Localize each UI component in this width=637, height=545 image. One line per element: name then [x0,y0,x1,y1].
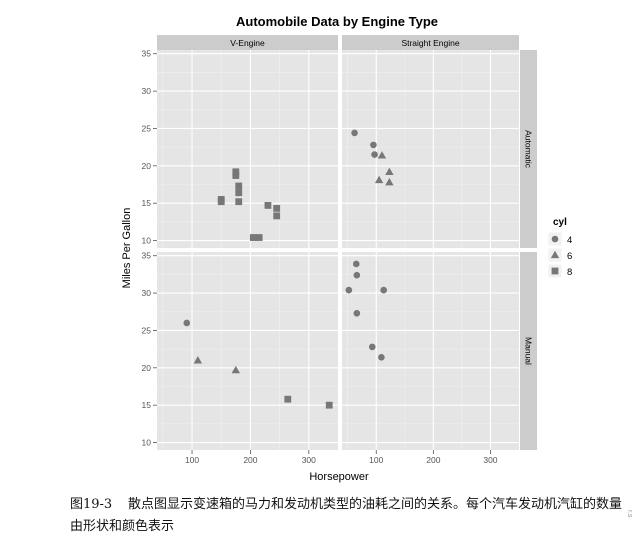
y-tick-label: 30 [142,86,152,96]
legend-label-8: 8 [567,267,572,278]
panel-straight-engine-manual [342,252,519,450]
strip-automatic [520,50,537,248]
data-point [273,205,281,212]
y-tick-label: 10 [142,236,152,246]
figure-caption: 图19-3 散点图显示变速箱的马力和发动机类型的油耗之间的关系。每个汽车发动机汽缸… [70,494,630,538]
data-point [325,401,333,409]
data-point [345,286,353,294]
facet-panels: V-Engine Straight Engine Automatic Manual [157,35,537,450]
x-tick-label: 100 [185,455,199,465]
legend-marker-square [551,267,559,275]
x-tick-label: 200 [243,455,257,465]
data-point [232,172,240,179]
data-point [249,234,257,241]
data-point [235,182,243,190]
data-point [183,319,191,327]
data-point [235,189,243,197]
panel-background [157,252,338,450]
strip-v-engine [157,35,338,50]
panel-background [342,50,519,248]
data-point [368,343,376,351]
chart-title: Automobile Data by Engine Type [236,14,438,29]
y-tick-label: 20 [142,363,152,373]
legend-title: cyl [553,217,567,228]
data-point [284,395,292,403]
data-point [255,234,263,241]
y-tick-label: 35 [142,49,152,59]
y-tick-label: 30 [142,288,152,298]
data-point [273,212,281,220]
y-tick-label: 25 [142,123,152,133]
data-point [231,365,241,374]
data-point [370,141,377,149]
legend-marker-triangle [550,250,560,259]
panel-v-engine-manual [157,252,338,450]
data-point [353,309,361,317]
x-tick-label: 300 [302,455,316,465]
data-point [378,354,385,361]
y-tick-label: 15 [142,198,152,208]
y-tick-label: 10 [142,438,152,448]
data-point [385,167,394,175]
strip-label-automatic: Automatic [524,130,534,169]
legend-label-6: 6 [567,251,572,262]
panel-background [342,252,519,450]
data-point [235,198,243,206]
data-point [217,198,225,206]
margin-mark: r.s [626,510,633,518]
panel-straight-engine-automatic [342,50,519,248]
faceted-scatter-chart: Automobile Data by Engine Type V-Engine S… [121,14,572,483]
data-point [352,260,360,268]
strip-label-v-engine: V-Engine [230,38,265,48]
x-tick-label: 200 [426,455,440,465]
data-point [377,151,387,159]
legend: cyl 4 6 8 [547,217,572,279]
panel-v-engine-automatic [157,50,338,248]
axes: 10 15 20 25 30 35 10 15 20 25 30 35 100 200 300 100 200 3… [142,49,498,465]
y-tick-label: 20 [142,161,152,171]
data-point [232,168,240,176]
y-tick-label: 15 [142,400,152,410]
data-point [193,356,203,364]
data-point [371,151,378,158]
data-point [385,178,394,186]
strip-manual [520,252,537,450]
x-tick-label: 300 [483,455,497,465]
legend-marker-circle [551,235,559,243]
data-point [351,129,358,137]
data-point [374,175,384,184]
caption-text: 散点图显示变速箱的马力和发动机类型的油耗之间的关系。每个汽车发动机汽缸的数量由形… [70,497,623,534]
data-point [353,271,361,279]
x-axis-label: Horsepower [309,471,369,483]
panel-background [157,50,338,248]
strip-label-straight-engine: Straight Engine [401,38,459,48]
x-tick-label: 100 [369,455,383,465]
data-point [264,202,272,209]
legend-label-4: 4 [567,235,572,246]
y-tick-label: 35 [142,251,152,261]
y-axis-label: Miles Per Gallon [121,208,133,289]
strip-label-manual: Manual [524,337,534,365]
data-point [380,286,387,294]
figure-id: 图19-3 [70,497,113,512]
y-tick-label: 25 [142,325,152,335]
strip-straight-engine [342,35,519,50]
